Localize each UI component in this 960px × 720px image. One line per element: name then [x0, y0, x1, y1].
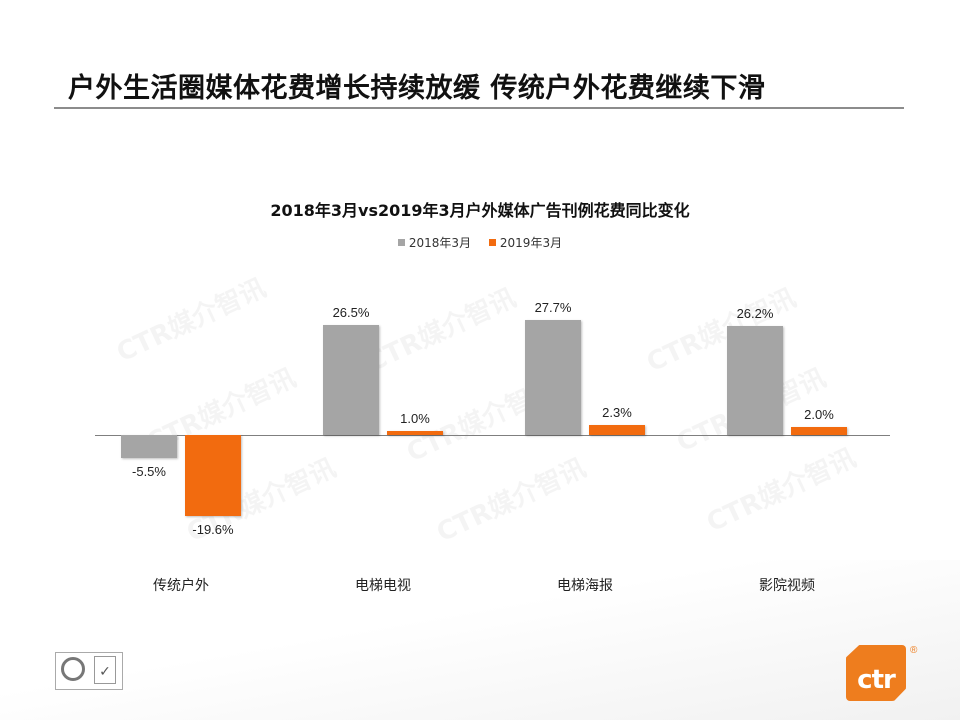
data-label: 27.7% — [534, 300, 572, 316]
bar-2019 — [791, 426, 847, 435]
legend-swatch-grey — [397, 239, 405, 246]
ctr-logo: ctr — [846, 645, 906, 701]
category-label: 影院视频 — [759, 578, 815, 594]
data-label: 2.0% — [804, 406, 834, 422]
ukas-check-icon: ✓ — [94, 656, 116, 684]
bar-2018 — [323, 325, 379, 435]
legend-label: 2018年3月 — [408, 236, 472, 250]
data-label: 26.2% — [736, 306, 774, 322]
category-label: 电梯海报 — [557, 578, 613, 594]
bar-2019 — [185, 435, 241, 517]
category-label: 传统户外 — [153, 578, 209, 594]
sgs-seal-icon — [61, 657, 85, 681]
legend-swatch-orange — [488, 239, 496, 246]
certification-badge: ✓ — [55, 652, 123, 690]
chart-legend: 2018年3月 2019年3月 — [0, 234, 960, 251]
bar-2018 — [121, 435, 177, 458]
bar-2018 — [525, 320, 581, 435]
legend-item-2018: 2018年3月 — [397, 234, 472, 251]
data-label: -5.5% — [132, 463, 166, 479]
data-label: 26.5% — [332, 305, 370, 321]
legend-item-2019: 2019年3月 — [488, 234, 563, 251]
category-label: 电梯电视 — [355, 578, 411, 594]
title-divider — [54, 107, 904, 109]
data-label: 2.3% — [602, 405, 632, 421]
plot-area: -5.5% 26.5% 27.7% 26.2% -19.6% 1.0% 2.3% 2.0% — [95, 270, 890, 570]
bar-2018 — [727, 326, 783, 435]
background-shade — [0, 560, 960, 720]
data-label: -19.6% — [192, 522, 234, 538]
registered-mark: ® — [910, 645, 918, 656]
logo-text: ctr — [857, 665, 896, 695]
bar-2019 — [387, 430, 443, 435]
bar-2019 — [589, 425, 645, 435]
data-label: 1.0% — [400, 410, 430, 426]
legend-label: 2019年3月 — [499, 236, 563, 250]
zero-axis — [95, 435, 890, 436]
slide-title: 户外生活圈媒体花费增长持续放缓 传统户外花费继续下滑 — [68, 73, 766, 104]
chart-title: 2018年3月vs2019年3月户外媒体广告刊例花费同比变化 — [270, 201, 690, 220]
